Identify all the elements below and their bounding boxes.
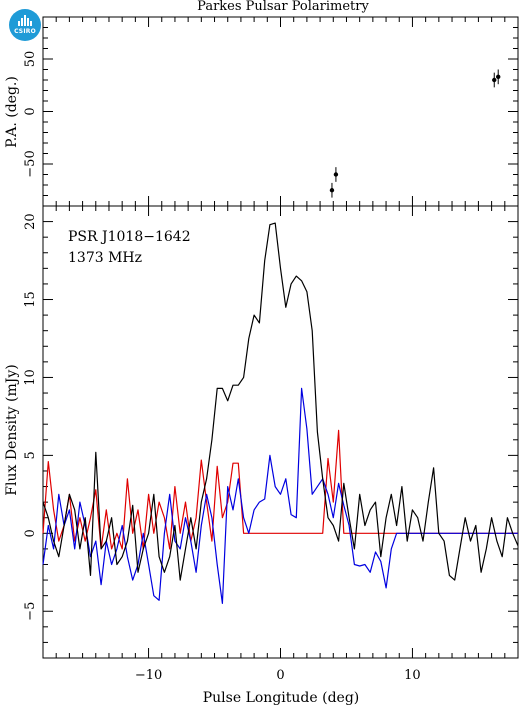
circular-polarization-line (42, 387, 518, 605)
pa-point (496, 74, 501, 80)
chart-title: Parkes Pulsar Polarimetry (197, 0, 369, 14)
pa-point (329, 188, 335, 193)
y-tick-label: 5 (23, 451, 38, 459)
pa-ylabel: P.A. (deg.) (4, 76, 20, 148)
pa-points (329, 69, 501, 198)
pa-panel-frame (42, 16, 519, 207)
logo-text: CSIRO (14, 28, 36, 35)
x-tick-label: 10 (404, 668, 421, 683)
flux-ylabel: Flux Density (mJy) (4, 364, 20, 495)
y-tick-label: 0 (23, 529, 38, 537)
total-intensity-line (42, 222, 519, 581)
flux-series (42, 222, 519, 605)
flux-panel-frame (42, 205, 519, 659)
x-tick-label: 0 (276, 668, 284, 683)
y-tick-label: 50 (23, 51, 38, 68)
psr-name-annotation: PSR J1018−1642 (68, 229, 191, 245)
x-tick-label: −10 (135, 668, 162, 683)
y-tick-label: 15 (23, 291, 38, 308)
frequency-annotation: 1373 MHz (68, 250, 142, 266)
y-tick-label: −5 (23, 602, 38, 621)
y-tick-label: 0 (23, 107, 38, 115)
y-tick-label: −50 (23, 150, 38, 177)
logo-bars-icon (18, 15, 32, 26)
linear-polarization-line (42, 429, 518, 550)
flux-xlabel: Pulse Longitude (deg) (203, 690, 360, 706)
y-tick-label: 10 (23, 369, 38, 386)
pa-point (492, 77, 497, 83)
y-tick-label: 20 (23, 213, 38, 230)
csiro-logo-icon: CSIRO (9, 9, 41, 41)
pa-point (333, 172, 339, 177)
